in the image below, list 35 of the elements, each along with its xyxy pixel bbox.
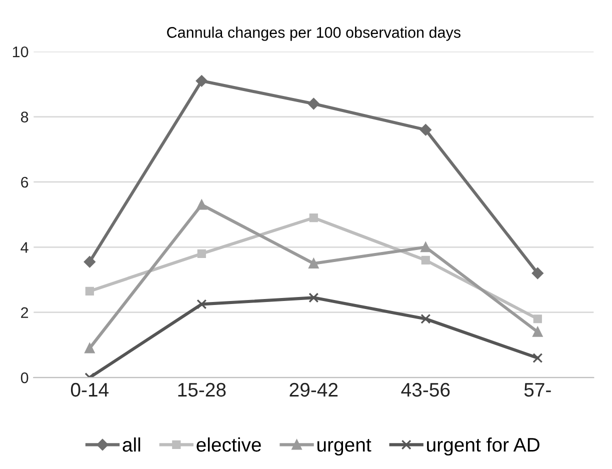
point: [84, 343, 95, 354]
point: [85, 286, 94, 296]
point: [84, 256, 96, 268]
x-tick-label: 15-28: [178, 382, 226, 397]
point: [420, 124, 432, 136]
legend-label: urgent for AD: [427, 437, 540, 456]
point: [309, 214, 318, 222]
point: [308, 258, 319, 268]
point: [196, 75, 208, 87]
point: [308, 98, 320, 110]
chart-title: Cannula changes per 100 observation days: [167, 26, 460, 41]
point: [196, 299, 207, 310]
y-tick-label: 4: [20, 242, 28, 253]
x-tick-label: 0-14: [70, 382, 109, 397]
legend-label: urgent: [317, 438, 372, 456]
point: [308, 292, 319, 303]
point: [532, 352, 543, 363]
legend-label: elective: [196, 437, 261, 452]
y-tick-label: 6: [21, 176, 28, 188]
y-tick-label: 2: [21, 307, 28, 318]
point: [196, 200, 207, 210]
y-tick-label: 10: [12, 46, 28, 58]
point: [420, 314, 431, 324]
y-tick-label: 0: [20, 372, 28, 384]
legend-label: all: [122, 437, 140, 452]
point: [532, 326, 543, 337]
x-tick-label: 43-56: [401, 382, 450, 397]
point: [421, 256, 430, 265]
point: [197, 249, 206, 258]
point: [420, 242, 431, 252]
x-tick-label: 57-: [524, 383, 551, 397]
x-tick-label: 29-42: [290, 382, 338, 397]
point: [533, 314, 542, 324]
y-tick-label: 8: [20, 112, 28, 122]
point: [532, 267, 544, 279]
